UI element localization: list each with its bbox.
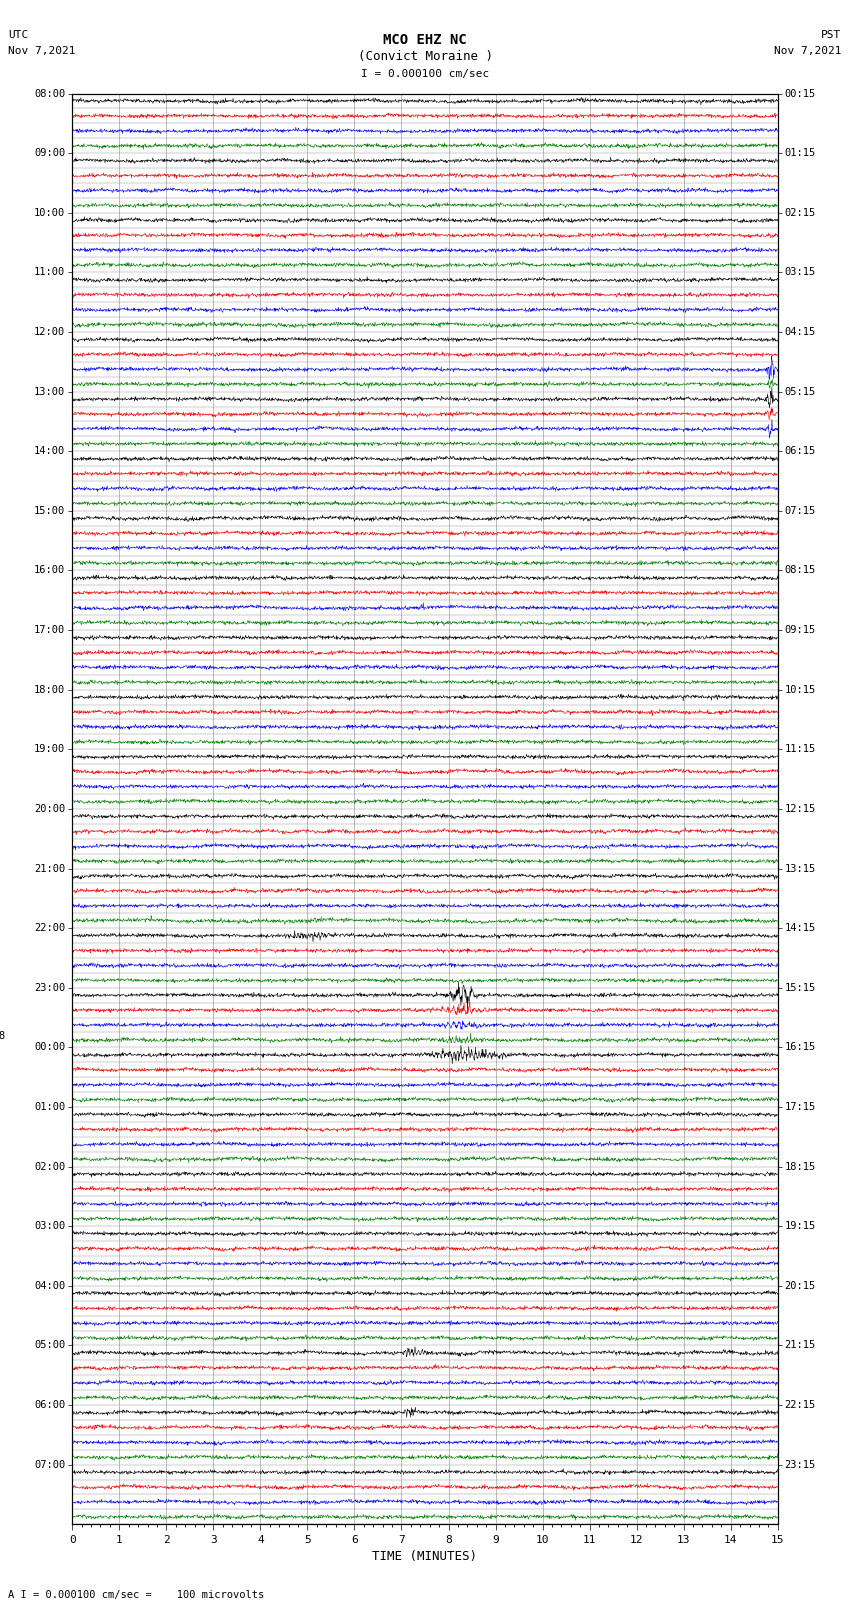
Text: A I = 0.000100 cm/sec =    100 microvolts: A I = 0.000100 cm/sec = 100 microvolts — [8, 1590, 264, 1600]
Text: MCO EHZ NC: MCO EHZ NC — [383, 32, 467, 47]
Text: Nov 7,2021: Nov 7,2021 — [774, 47, 842, 56]
Text: PST: PST — [821, 31, 842, 40]
X-axis label: TIME (MINUTES): TIME (MINUTES) — [372, 1550, 478, 1563]
Text: I = 0.000100 cm/sec: I = 0.000100 cm/sec — [361, 69, 489, 79]
Text: (Convict Moraine ): (Convict Moraine ) — [358, 50, 492, 63]
Text: Nov 8: Nov 8 — [0, 1031, 6, 1042]
Text: Nov 7,2021: Nov 7,2021 — [8, 47, 76, 56]
Text: UTC: UTC — [8, 31, 29, 40]
